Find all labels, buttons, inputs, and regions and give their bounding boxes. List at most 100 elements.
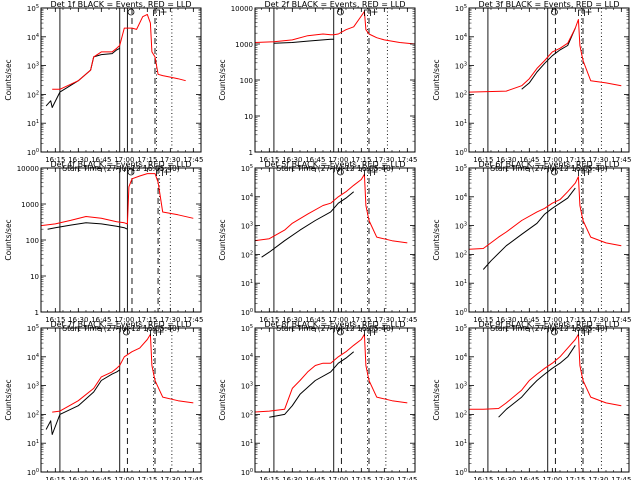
x-tick-label: 17:15 xyxy=(351,476,371,480)
marker-circle xyxy=(550,8,558,16)
marker-bracket xyxy=(578,169,585,176)
x-tick-label: 16:30 xyxy=(496,316,516,324)
panel-title: Det 4f BLACK = Events, RED = LLD xyxy=(50,160,191,169)
x-tick-label: 17:45 xyxy=(611,476,631,480)
panel-title: Det 7f BLACK = Events, RED = LLD xyxy=(50,320,191,329)
marker-plus xyxy=(371,329,378,335)
y-tick-label: 100 xyxy=(241,308,253,317)
x-tick-label: 17:15 xyxy=(137,476,157,480)
x-tick-label: 17:00 xyxy=(328,316,348,324)
marker-plus xyxy=(585,329,592,335)
y-axis-label: Counts/sec xyxy=(218,379,227,420)
x-tick-label: 16:45 xyxy=(305,476,325,480)
x-tick-label: 17:30 xyxy=(160,156,180,164)
marker-plus xyxy=(160,9,167,15)
x-tick-label: 17:45 xyxy=(397,156,417,164)
x-tick-label: 17:30 xyxy=(374,316,394,324)
y-tick-label: 10000 xyxy=(231,5,253,13)
series-line-lld xyxy=(255,333,408,413)
y-axis-label: Counts/sec xyxy=(218,219,227,260)
x-tick-label: 17:00 xyxy=(542,316,562,324)
y-tick-label: 102 xyxy=(455,90,467,99)
y-tick-label: 105 xyxy=(27,324,39,333)
y-axis-label: Counts/sec xyxy=(4,219,13,260)
plot-frame xyxy=(40,327,202,473)
y-tick-label: 105 xyxy=(27,4,39,13)
y-tick-label: 102 xyxy=(27,410,39,419)
y-axis: 100 101 102 103 104 105 xyxy=(455,324,629,477)
series-line-events xyxy=(269,351,355,418)
x-tick-label: 17:00 xyxy=(328,476,348,480)
y-axis: 1 10 100 1000 10000 xyxy=(17,165,201,317)
x-axis: 16:15 16:30 16:45 17:00 17:15 17:30 17:45 xyxy=(473,8,631,164)
x-tick-label: 16:15 xyxy=(473,156,493,164)
y-tick-label: 101 xyxy=(241,439,253,448)
plot-frame xyxy=(254,327,416,473)
y-tick-label: 100 xyxy=(455,308,467,317)
y-tick-label: 105 xyxy=(455,324,467,333)
x-tick-label: 17:45 xyxy=(397,476,417,480)
marker-circle xyxy=(550,168,558,176)
x-axis: 16:15 16:30 16:45 17:00 17:15 17:30 17:45 xyxy=(45,168,203,324)
x-tick-label: 17:15 xyxy=(565,156,585,164)
time-markers xyxy=(487,328,602,472)
panel-title: Det 5f BLACK = Events, RED = LLD xyxy=(264,160,405,169)
x-tick-label: 17:30 xyxy=(160,316,180,324)
marker-circle xyxy=(336,328,344,336)
marker-circle xyxy=(127,168,135,176)
x-tick-label: 17:30 xyxy=(160,476,180,480)
top-markers xyxy=(550,8,592,16)
marker-bracket xyxy=(364,9,371,16)
x-tick-label: 16:30 xyxy=(68,316,88,324)
x-tick-label: 16:30 xyxy=(282,316,302,324)
x-tick-label: 17:45 xyxy=(611,316,631,324)
time-markers xyxy=(59,168,171,312)
y-tick-label: 104 xyxy=(455,33,467,42)
top-markers xyxy=(127,168,170,176)
x-tick-label: 17:45 xyxy=(397,316,417,324)
y-tick-label: 100 xyxy=(27,468,39,477)
marker-plus xyxy=(371,9,378,15)
y-tick-label: 1000 xyxy=(235,41,253,49)
marker-plus xyxy=(585,9,592,15)
y-tick-label: 104 xyxy=(27,33,39,42)
y-tick-label: 105 xyxy=(455,4,467,13)
y-axis: 1 10 100 1000 10000 xyxy=(231,5,415,157)
series-group xyxy=(469,176,622,270)
y-tick-label: 100 xyxy=(241,468,253,477)
marker-bracket xyxy=(364,169,371,176)
y-tick-label: 1 xyxy=(35,309,39,317)
x-tick-label: 17:00 xyxy=(114,156,134,164)
x-tick-label: 16:45 xyxy=(305,156,325,164)
x-tick-label: 16:15 xyxy=(45,156,65,164)
x-tick-label: 17:00 xyxy=(542,156,562,164)
series-line-events xyxy=(261,191,355,258)
y-tick-label: 105 xyxy=(241,324,253,333)
top-markers xyxy=(122,328,164,336)
x-tick-label: 17:15 xyxy=(137,156,157,164)
y-tick-label: 101 xyxy=(455,279,467,288)
x-axis: 16:15 16:30 16:45 17:00 17:15 17:30 17:45 xyxy=(45,8,203,164)
time-markers xyxy=(59,8,173,152)
x-axis: 16:15 16:30 16:45 17:00 17:15 17:30 17:45 xyxy=(45,328,203,480)
marker-bracket xyxy=(578,329,585,336)
x-tick-label: 16:45 xyxy=(91,316,111,324)
series-line-events xyxy=(273,38,334,44)
y-tick-label: 101 xyxy=(455,119,467,128)
y-axis: 100 101 102 103 104 105 xyxy=(455,164,629,317)
x-axis: 16:15 16:30 16:45 17:00 17:15 17:30 17:45 xyxy=(259,328,417,480)
y-tick-label: 105 xyxy=(455,164,467,173)
marker-plus xyxy=(157,329,164,335)
x-tick-label: 17:30 xyxy=(374,476,394,480)
y-tick-label: 104 xyxy=(241,193,253,202)
time-markers xyxy=(273,328,387,472)
y-tick-label: 102 xyxy=(455,250,467,259)
x-tick-label: 16:30 xyxy=(282,476,302,480)
panel-title: Det 3f BLACK = Events, RED = LLD xyxy=(478,0,619,9)
x-tick-label: 17:30 xyxy=(588,476,608,480)
series-line-lld xyxy=(469,19,622,93)
y-axis-label: Counts/sec xyxy=(432,219,441,260)
